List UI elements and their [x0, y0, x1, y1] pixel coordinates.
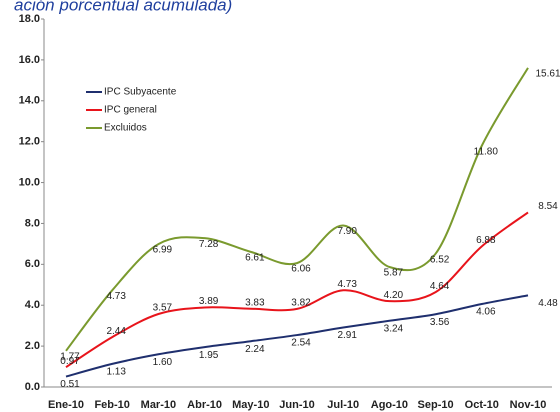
x-tick-label: Nov-10 [510, 399, 547, 411]
data-label: 4.73 [337, 279, 357, 290]
legend-label: IPC Subyacente [104, 87, 177, 98]
data-label: 2.44 [106, 326, 126, 337]
data-label: 3.89 [199, 296, 219, 307]
data-label: 2.91 [337, 330, 357, 341]
series-line [65, 294, 529, 378]
data-label: 6.06 [291, 264, 311, 275]
series-line [65, 211, 529, 369]
legend-label: Excluidos [104, 123, 147, 134]
chart-title: ación porcentual acumulada) [14, 0, 232, 14]
data-label: 1.95 [199, 350, 219, 361]
x-tick-label: Feb-10 [94, 399, 129, 411]
data-label: 0.51 [60, 379, 80, 390]
data-label: 15.61 [535, 69, 560, 80]
y-tick-label: 10.0 [19, 176, 40, 188]
data-label: 3.24 [384, 323, 404, 334]
data-label: 4.48 [538, 298, 558, 309]
data-label: 7.90 [337, 226, 357, 237]
data-label: 3.57 [153, 303, 173, 314]
data-label: 6.88 [476, 235, 496, 246]
data-label: 5.87 [384, 268, 404, 279]
data-label: 6.61 [245, 253, 265, 264]
data-label: 3.83 [245, 297, 265, 308]
legend-label: IPC general [104, 105, 157, 116]
data-label: 4.73 [106, 291, 126, 302]
data-label: 0.97 [60, 356, 80, 367]
y-tick-label: 14.0 [19, 95, 40, 107]
x-tick-label: Mar-10 [141, 399, 176, 411]
data-label: 6.99 [153, 245, 173, 256]
data-label: 4.06 [476, 307, 496, 318]
data-label: 3.56 [430, 317, 450, 328]
data-label: 6.52 [430, 254, 450, 265]
data-label: 4.20 [384, 290, 404, 301]
x-tick-label: May-10 [232, 399, 269, 411]
x-tick-label: Ago-10 [371, 399, 408, 411]
y-tick-label: 18.0 [19, 13, 40, 25]
data-label: 1.13 [106, 367, 126, 378]
y-tick-label: 4.0 [25, 299, 40, 311]
data-label: 2.54 [291, 338, 311, 349]
data-label: 4.64 [430, 281, 450, 292]
data-label: 3.82 [291, 298, 311, 309]
data-label: 7.28 [199, 239, 219, 250]
x-tick-label: Sep-10 [418, 399, 454, 411]
x-tick-label: Oct-10 [465, 399, 499, 411]
data-label: 2.24 [245, 344, 265, 355]
y-tick-label: 16.0 [19, 54, 40, 66]
series-line [65, 67, 529, 352]
y-tick-label: 2.0 [25, 340, 40, 352]
y-tick-label: 12.0 [19, 136, 40, 148]
x-tick-label: Abr-10 [187, 399, 222, 411]
x-tick-label: Ene-10 [48, 399, 84, 411]
data-label: 1.77 [60, 351, 80, 362]
x-tick-label: Jul-10 [327, 399, 359, 411]
data-label: 11.80 [474, 146, 499, 157]
data-label: 8.54 [538, 201, 558, 212]
y-tick-label: 8.0 [25, 217, 40, 229]
data-label: 1.60 [153, 357, 173, 368]
y-tick-label: 0.0 [25, 381, 40, 393]
y-tick-label: 6.0 [25, 258, 40, 270]
x-tick-label: Jun-10 [279, 399, 314, 411]
